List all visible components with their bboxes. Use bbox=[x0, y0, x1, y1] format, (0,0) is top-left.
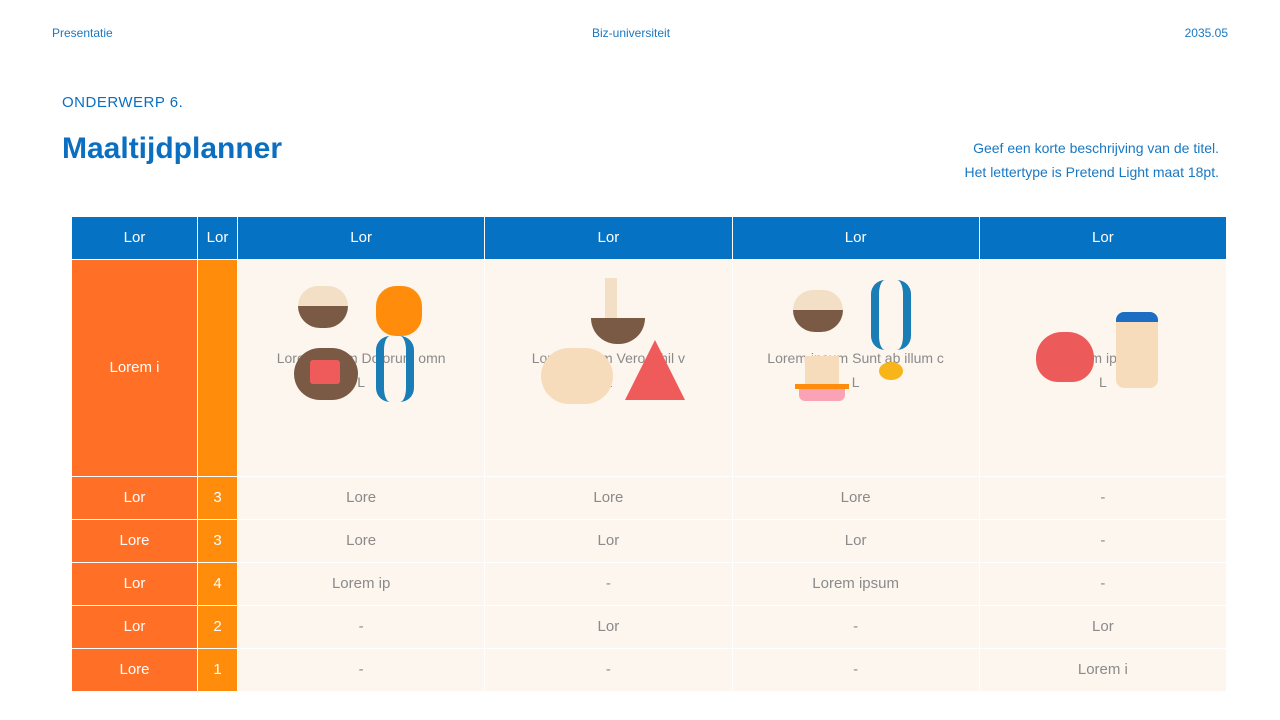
table-cell: - bbox=[731, 647, 980, 692]
header-left: Presentatie bbox=[52, 26, 113, 40]
egg-yolk-icon bbox=[878, 361, 903, 380]
table-row: Lor 2- Lor - Lor bbox=[71, 604, 1228, 649]
meal-sub: L bbox=[851, 373, 860, 390]
table-cell: Lor bbox=[978, 604, 1228, 649]
page-title: Maaltijdplanner bbox=[62, 132, 283, 165]
table-cell: Lorem ip bbox=[236, 561, 486, 606]
table-cell: Lore bbox=[731, 475, 980, 520]
description-line-2: Het lettertype is Pretend Light maat 18p… bbox=[964, 164, 1219, 180]
row-count: 1 bbox=[197, 647, 238, 692]
rice-bowl-icon bbox=[298, 285, 348, 330]
meal-planner-table: Lor Lor Lor Lor Lor Lor Lorem i Lorem ip… bbox=[71, 217, 1228, 692]
table-row: Lore 3 Lore Lor Lor - bbox=[71, 518, 1228, 563]
meal-sub: L bbox=[1098, 373, 1107, 390]
row-count: 4 bbox=[197, 561, 238, 606]
table-cell: Lor bbox=[731, 518, 980, 563]
table-cell: Lore bbox=[236, 475, 486, 520]
seaweed-icon bbox=[870, 279, 911, 350]
row-label: Lor bbox=[71, 604, 198, 649]
table-cell: - bbox=[484, 647, 733, 692]
table-cell: - bbox=[731, 604, 980, 649]
table-cell: Lore bbox=[484, 475, 733, 520]
chicken-leg-icon bbox=[376, 285, 422, 336]
column-header: Lor bbox=[236, 217, 486, 260]
table-cell: - bbox=[978, 475, 1228, 520]
meal-sub: L bbox=[357, 373, 366, 390]
apple-icon bbox=[1035, 331, 1094, 382]
meal-text: Lorem ipsum bbox=[1062, 349, 1144, 366]
row-count: 3 bbox=[197, 475, 238, 520]
column-header: Lor bbox=[978, 217, 1228, 260]
table-cell: - bbox=[978, 518, 1228, 563]
meal-text: Lorem ipsum Sunt ab illum c bbox=[767, 349, 944, 366]
meal-cell: Lorem ipsum Dolorum omn L bbox=[236, 258, 486, 477]
section-kicker: ONDERWERP 6. bbox=[62, 94, 184, 111]
table-cell: - bbox=[236, 604, 486, 649]
row-label: Lor bbox=[71, 561, 198, 606]
column-header: Lor bbox=[731, 217, 980, 260]
meal-cell: Lorem ipsum Sunt ab illum c L bbox=[731, 258, 980, 477]
meal-text: Lorem ipsum Dolorum omn bbox=[276, 349, 446, 366]
table-cell: Lor bbox=[484, 604, 733, 649]
row-label: Lorem i bbox=[71, 258, 198, 477]
row-label: Lore bbox=[71, 518, 198, 563]
row-label: Lore bbox=[71, 647, 198, 692]
row-count: 3 bbox=[197, 518, 238, 563]
header-center: Biz-universiteit bbox=[592, 26, 671, 40]
table-row: Lore 1- - - Lorem i bbox=[71, 647, 1228, 692]
seaweed-icon bbox=[376, 335, 414, 402]
table-cell: - bbox=[236, 647, 486, 692]
watermelon-icon bbox=[625, 339, 686, 400]
table-cell: Lor bbox=[484, 518, 733, 563]
table-cell: Lorem ipsum bbox=[731, 561, 980, 606]
table-cell: - bbox=[484, 561, 733, 606]
table-row: Lor 4 Lorem ip - Lorem ipsum - bbox=[71, 561, 1228, 606]
table-row: Lorem i Lorem ipsum Dolorum omn L Lorem i… bbox=[71, 258, 1228, 477]
header-right: 2035.05 bbox=[1184, 26, 1228, 40]
noodle-bowl-icon bbox=[591, 277, 646, 344]
column-header: Lor bbox=[484, 217, 733, 260]
column-header: Lor bbox=[71, 217, 198, 260]
row-count: 2 bbox=[197, 604, 238, 649]
column-header: Lor bbox=[197, 217, 238, 260]
table-row: Lor 3 Lore Lore Lore - bbox=[71, 475, 1228, 520]
description-line-1: Geef een korte beschrijving van de titel… bbox=[973, 140, 1219, 156]
table-cell: - bbox=[978, 561, 1228, 606]
row-label: Lor bbox=[71, 475, 198, 520]
yogurt-bottle-icon bbox=[1115, 311, 1158, 388]
row-count bbox=[197, 258, 238, 477]
meat-bowl-icon bbox=[294, 347, 358, 400]
rice-bowl-icon bbox=[792, 289, 843, 334]
table-cell: Lore bbox=[236, 518, 486, 563]
table-cell: Lorem i bbox=[978, 647, 1228, 692]
meal-cell: Lorem ipsum Vero nihil vL bbox=[484, 258, 733, 477]
eggs-icon bbox=[541, 347, 614, 404]
meal-cell: Lorem ipsum L bbox=[978, 258, 1228, 477]
pudding-icon bbox=[794, 355, 849, 402]
